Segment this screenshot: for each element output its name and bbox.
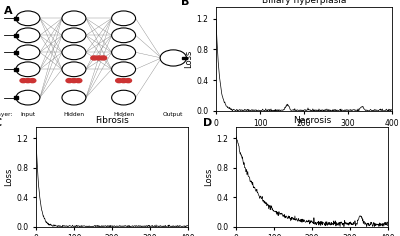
Circle shape bbox=[16, 62, 40, 77]
Bar bbox=[182, 57, 187, 59]
Circle shape bbox=[75, 79, 82, 83]
Title: Fibrosis: Fibrosis bbox=[95, 116, 129, 125]
Circle shape bbox=[112, 45, 136, 60]
Text: Layer:: Layer: bbox=[0, 112, 13, 117]
Text: Hidden: Hidden bbox=[113, 112, 134, 117]
Circle shape bbox=[16, 45, 40, 60]
Y-axis label: Loss: Loss bbox=[184, 50, 194, 68]
Circle shape bbox=[120, 79, 127, 83]
Circle shape bbox=[16, 11, 40, 26]
Circle shape bbox=[62, 45, 86, 60]
Circle shape bbox=[112, 11, 136, 26]
Text: Hidden: Hidden bbox=[64, 112, 84, 117]
Title: Biliary hyperplasia: Biliary hyperplasia bbox=[262, 0, 346, 5]
X-axis label: Epoch: Epoch bbox=[291, 133, 317, 142]
Bar bbox=[14, 34, 18, 37]
Circle shape bbox=[96, 56, 102, 60]
Title: Necrosis: Necrosis bbox=[293, 116, 331, 125]
Circle shape bbox=[112, 28, 136, 43]
Circle shape bbox=[62, 62, 86, 77]
Text: C: C bbox=[0, 118, 2, 127]
Circle shape bbox=[125, 79, 132, 83]
Circle shape bbox=[20, 79, 27, 83]
Circle shape bbox=[62, 90, 86, 105]
Y-axis label: Loss: Loss bbox=[204, 168, 214, 186]
Circle shape bbox=[112, 90, 136, 105]
Text: D: D bbox=[202, 118, 212, 127]
Bar bbox=[14, 17, 18, 20]
Text: Output: Output bbox=[163, 112, 184, 117]
Circle shape bbox=[29, 79, 36, 83]
Text: Input: Input bbox=[20, 112, 36, 117]
Circle shape bbox=[16, 90, 40, 105]
Y-axis label: Loss: Loss bbox=[4, 168, 14, 186]
Circle shape bbox=[62, 11, 86, 26]
Circle shape bbox=[16, 28, 40, 43]
Bar bbox=[14, 67, 18, 71]
Circle shape bbox=[62, 28, 86, 43]
Circle shape bbox=[91, 56, 98, 60]
Circle shape bbox=[112, 62, 136, 77]
Circle shape bbox=[100, 56, 107, 60]
Circle shape bbox=[160, 50, 186, 66]
Bar bbox=[14, 96, 18, 99]
Circle shape bbox=[116, 79, 122, 83]
Circle shape bbox=[66, 79, 73, 83]
Text: A: A bbox=[4, 6, 13, 16]
Circle shape bbox=[25, 79, 31, 83]
Bar bbox=[14, 51, 18, 54]
Circle shape bbox=[71, 79, 77, 83]
Text: B: B bbox=[181, 0, 189, 7]
